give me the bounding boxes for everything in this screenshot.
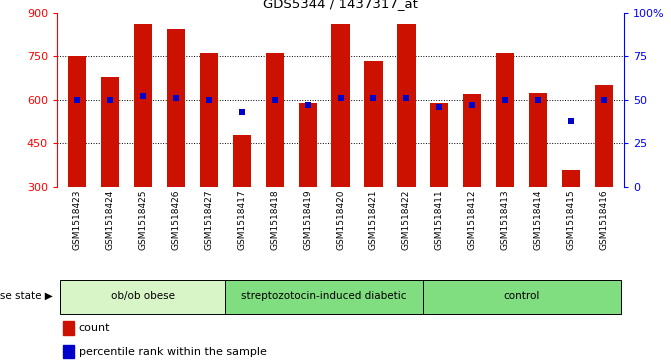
- Point: [368, 95, 379, 101]
- Bar: [62, 345, 74, 358]
- Bar: [134, 24, 152, 187]
- Text: count: count: [79, 323, 110, 333]
- Text: GSM1518427: GSM1518427: [204, 189, 213, 250]
- Text: GSM1518423: GSM1518423: [72, 189, 81, 250]
- Bar: [562, 170, 580, 187]
- Text: GSM1518414: GSM1518414: [534, 189, 543, 250]
- Text: GSM1518413: GSM1518413: [501, 189, 510, 250]
- Text: GSM1518416: GSM1518416: [600, 189, 609, 250]
- Text: GSM1518415: GSM1518415: [567, 189, 576, 250]
- Bar: [299, 103, 317, 187]
- FancyBboxPatch shape: [60, 280, 225, 314]
- FancyBboxPatch shape: [225, 280, 423, 314]
- Bar: [266, 53, 284, 187]
- Bar: [68, 56, 86, 187]
- Point: [566, 118, 576, 124]
- Point: [401, 95, 412, 101]
- Text: GSM1518418: GSM1518418: [270, 189, 279, 250]
- Point: [467, 102, 478, 108]
- Bar: [62, 322, 74, 335]
- Text: GSM1518420: GSM1518420: [336, 189, 345, 250]
- Bar: [364, 61, 382, 187]
- Text: control: control: [504, 291, 540, 301]
- Point: [533, 97, 544, 103]
- Bar: [497, 53, 515, 187]
- Text: percentile rank within the sample: percentile rank within the sample: [79, 347, 266, 357]
- Text: GSM1518412: GSM1518412: [468, 189, 477, 250]
- Point: [236, 109, 247, 115]
- Bar: [199, 53, 217, 187]
- Bar: [331, 24, 350, 187]
- Bar: [166, 29, 185, 187]
- Point: [599, 97, 610, 103]
- Point: [336, 95, 346, 101]
- Point: [170, 95, 181, 101]
- Bar: [397, 24, 415, 187]
- Point: [105, 97, 115, 103]
- Text: GSM1518419: GSM1518419: [303, 189, 312, 250]
- Point: [71, 97, 82, 103]
- Bar: [464, 94, 482, 187]
- Text: GSM1518425: GSM1518425: [138, 189, 147, 250]
- Point: [434, 104, 445, 110]
- Text: GSM1518421: GSM1518421: [369, 189, 378, 250]
- Bar: [529, 93, 548, 187]
- Text: GSM1518417: GSM1518417: [237, 189, 246, 250]
- Point: [269, 97, 280, 103]
- Point: [302, 102, 313, 108]
- Point: [500, 97, 511, 103]
- Point: [138, 93, 148, 99]
- Point: [203, 97, 214, 103]
- Text: streptozotocin-induced diabetic: streptozotocin-induced diabetic: [242, 291, 407, 301]
- Bar: [430, 103, 448, 187]
- FancyBboxPatch shape: [423, 280, 621, 314]
- Text: GSM1518411: GSM1518411: [435, 189, 444, 250]
- Bar: [595, 85, 613, 187]
- Text: ob/ob obese: ob/ob obese: [111, 291, 174, 301]
- Bar: [101, 77, 119, 187]
- Bar: [233, 135, 251, 187]
- Text: GSM1518424: GSM1518424: [105, 189, 114, 250]
- Text: GSM1518422: GSM1518422: [402, 189, 411, 250]
- Text: disease state ▶: disease state ▶: [0, 291, 52, 301]
- Text: GSM1518426: GSM1518426: [171, 189, 180, 250]
- Title: GDS5344 / 1437317_at: GDS5344 / 1437317_at: [263, 0, 418, 10]
